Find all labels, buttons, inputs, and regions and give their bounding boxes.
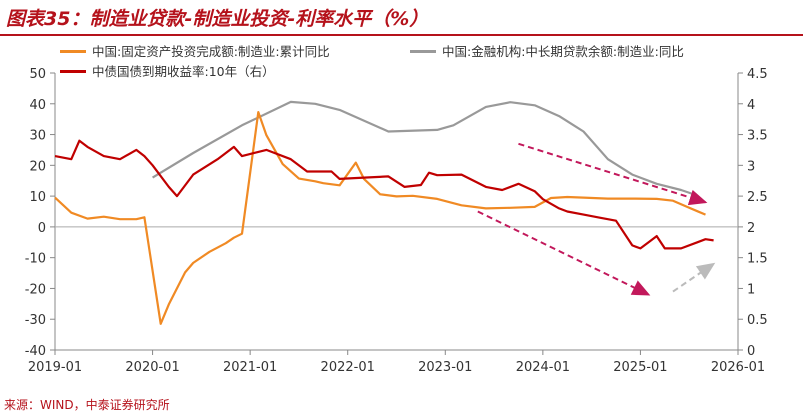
y-right-tick-label: 0.5	[747, 313, 768, 328]
y-left-tick-label: 0	[38, 221, 46, 236]
series-group	[54, 100, 714, 325]
y-left-tick-label: 40	[29, 98, 46, 113]
y-right-tick-label: 1	[747, 282, 755, 297]
series-loans-line	[152, 100, 698, 197]
x-tick-label: 2025-01	[613, 360, 667, 375]
y-right-tick-label: 1.5	[747, 252, 768, 267]
legend-label: 中债国债到期收益率:10年（右）	[92, 64, 275, 79]
series-investment-line	[54, 111, 706, 325]
y-left-tick-label: -20	[25, 282, 46, 297]
legend-swatch	[60, 70, 86, 73]
trend-arrow-up	[672, 262, 716, 293]
y-left-tick-label: 10	[29, 190, 46, 205]
legend: 中国:固定资产投资完成额:制造业:累计同比 中国:金融机构:中长期贷款余额:制造业…	[60, 44, 684, 79]
x-tick-label: 2019-01	[28, 360, 82, 375]
legend-label: 中国:金融机构:中长期贷款余额:制造业:同比	[442, 44, 684, 59]
x-tick-label: 2023-01	[418, 360, 472, 375]
y-right-tick-label: 4.5	[747, 67, 768, 82]
trend-arrow-down	[477, 210, 651, 296]
x-tick-label: 2021-01	[223, 360, 277, 375]
y-right-tick-label: 3.5	[747, 129, 768, 144]
y-right-tick-label: 3	[747, 159, 755, 174]
legend-label: 中国:固定资产投资完成额:制造业:累计同比	[92, 44, 330, 59]
trend-arrows	[477, 142, 716, 296]
legend-swatch	[60, 50, 86, 53]
y-left-tick-label: -30	[25, 313, 46, 328]
title-divider	[0, 34, 803, 36]
legend-swatch	[410, 50, 436, 53]
x-tick-label: 2020-01	[125, 360, 179, 375]
y-left-tick-label: -10	[25, 252, 46, 267]
y-left-tick-label: -40	[25, 344, 46, 359]
y-left-tick-label: 50	[29, 67, 46, 82]
source-note: 来源：WIND，中泰证券研究所	[4, 398, 170, 412]
x-tick-label: 2022-01	[321, 360, 375, 375]
y-right-tick-label: 0	[747, 344, 755, 359]
y-right-tick-label: 2	[747, 221, 755, 236]
x-tick-label: 2024-01	[516, 360, 570, 375]
axes-group: 50403020100-10-20-30-404.543.532.521.510…	[25, 67, 768, 375]
trend-arrow-down	[518, 142, 708, 206]
chart-title: 图表35：制造业贷款-制造业投资-利率水平（%）	[6, 8, 429, 30]
y-right-tick-label: 2.5	[747, 190, 768, 205]
y-right-tick-label: 4	[747, 98, 755, 113]
x-tick-label: 2026-01	[711, 360, 765, 375]
y-left-tick-label: 20	[29, 159, 46, 174]
series-yield-line	[54, 139, 714, 250]
y-left-tick-label: 30	[29, 129, 46, 144]
